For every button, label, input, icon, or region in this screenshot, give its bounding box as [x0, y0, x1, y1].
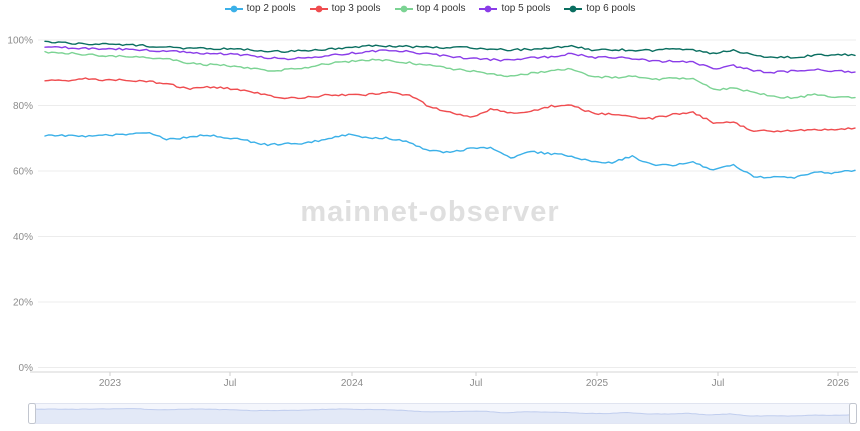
- watermark: mainnet-observer: [300, 196, 560, 228]
- legend-item-top-2-pools[interactable]: top 2 pools: [224, 2, 296, 16]
- navigator-handle-left[interactable]: [28, 403, 36, 424]
- legend-marker-icon: [309, 5, 328, 13]
- series-line-top-6-pools[interactable]: [44, 40, 856, 59]
- navigator-line: [30, 408, 854, 417]
- legend-item-top-5-pools[interactable]: top 5 pools: [479, 2, 550, 16]
- navigator-area: [31, 408, 853, 424]
- series-line-top-3-pools[interactable]: [44, 77, 856, 133]
- y-axis-label: 80%: [13, 101, 33, 112]
- legend-marker-icon: [479, 5, 498, 13]
- legend-item-label: top 6 pools: [586, 3, 636, 14]
- x-axis-label: Jul: [712, 378, 725, 389]
- legend-item-top-4-pools[interactable]: top 4 pools: [394, 2, 466, 16]
- x-axis-label: 2025: [586, 378, 609, 389]
- legend: top 2 pools top 3 pools top 4 pools top 5 p…: [0, 1, 860, 17]
- y-axis-label: 20%: [13, 298, 33, 309]
- y-axis-label: 60%: [13, 167, 33, 178]
- x-axis-label: 2023: [99, 378, 122, 389]
- legend-item-label: top 5 pools: [501, 3, 551, 14]
- y-axis-label: 0%: [19, 363, 34, 374]
- x-axis-label: Jul: [470, 378, 483, 389]
- legend-item-label: top 3 pools: [331, 3, 381, 14]
- legend-marker-icon: [394, 5, 413, 13]
- legend-item-label: top 4 pools: [416, 3, 466, 14]
- legend-item-top-3-pools[interactable]: top 3 pools: [309, 2, 381, 16]
- navigator[interactable]: [0, 396, 860, 431]
- y-axis-label: 100%: [7, 36, 33, 47]
- x-axis-label: 2024: [341, 378, 364, 389]
- x-axis-label: Jul: [224, 378, 237, 389]
- series-line-top-5-pools[interactable]: [44, 46, 856, 74]
- series-line-top-2-pools[interactable]: [44, 132, 856, 179]
- legend-item-label: top 2 pools: [246, 3, 296, 14]
- legend-marker-icon: [564, 5, 583, 13]
- legend-item-top-6-pools[interactable]: top 6 pools: [564, 2, 635, 16]
- y-axis-label: 40%: [13, 232, 33, 243]
- legend-marker-icon: [224, 5, 243, 13]
- series-line-top-4-pools[interactable]: [44, 50, 856, 100]
- navigator-handle-right[interactable]: [849, 403, 857, 424]
- main-chart[interactable]: 100% 80% 60% 40% 20% 0% 2023 Jul 2024 Jul 2025 Jul 2…: [0, 0, 860, 395]
- x-axis-label: 2026: [827, 378, 850, 389]
